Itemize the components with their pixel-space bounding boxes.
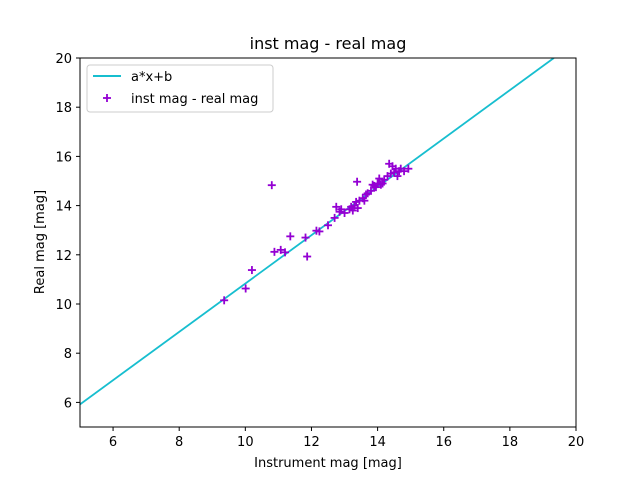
series-layer (80, 58, 555, 406)
x-tick-label: 10 (237, 435, 254, 450)
y-axis-ticks: 6 8 10 12 14 16 18 20 (55, 52, 80, 411)
scatter-point (267, 181, 276, 190)
scatter-point (303, 252, 312, 261)
x-tick-label: 14 (369, 435, 386, 450)
scatter-point (393, 172, 402, 181)
scatter-point (220, 296, 229, 305)
y-tick-label: 14 (55, 200, 72, 215)
plot-area (80, 58, 555, 406)
scatter-point (315, 227, 324, 236)
x-tick-label: 16 (435, 435, 452, 450)
scatter-point (376, 180, 385, 189)
scatter-point (340, 208, 349, 217)
scatter-point (371, 183, 380, 192)
scatter-point (353, 204, 362, 213)
scatter-point (241, 284, 250, 293)
legend-marker-swatch (103, 94, 111, 102)
scatter-point (404, 164, 413, 173)
scatter-point (378, 179, 387, 188)
y-tick-label: 20 (55, 52, 72, 67)
scatter-point (281, 248, 290, 257)
scatter-point (301, 233, 310, 242)
x-axis-ticks: 6 8 10 12 14 16 18 20 (109, 427, 584, 450)
y-tick-label: 16 (55, 150, 72, 165)
y-tick-label: 18 (55, 101, 72, 116)
scatter-point (360, 196, 369, 205)
y-tick-label: 10 (55, 298, 72, 313)
x-tick-label: 6 (109, 435, 117, 450)
legend: a*x+b inst mag - real mag (86, 64, 274, 113)
y-axis-label: Real mag [mag] (33, 190, 48, 294)
x-tick-label: 8 (175, 435, 183, 450)
scatter-point (324, 221, 332, 230)
scatter-point (332, 202, 341, 211)
x-axis-label: Instrument mag [mag] (254, 456, 402, 471)
scatter-point (353, 177, 362, 186)
scatter-point (247, 266, 256, 275)
chart-title: inst mag - real mag (250, 34, 407, 53)
scatter-point (286, 232, 295, 241)
legend-plus-marker (103, 94, 111, 102)
legend-box (86, 64, 274, 113)
plot-frame (79, 57, 577, 428)
scatter-point (330, 213, 339, 222)
legend-label-scatter: inst mag - real mag (131, 92, 258, 107)
x-tick-label: 20 (568, 435, 585, 450)
legend-label-fit: a*x+b (131, 70, 172, 85)
scatter-point (366, 186, 375, 195)
x-tick-label: 18 (502, 435, 519, 450)
scatter-point (270, 247, 279, 256)
scatter-point (348, 206, 357, 215)
y-tick-label: 6 (64, 396, 72, 411)
scatter-point (400, 167, 409, 176)
scatter-point (276, 245, 285, 254)
scatter-point (375, 174, 384, 183)
y-tick-label: 12 (55, 249, 72, 264)
y-tick-label: 8 (64, 347, 72, 362)
x-tick-label: 12 (303, 435, 320, 450)
scatter-point (362, 190, 371, 199)
